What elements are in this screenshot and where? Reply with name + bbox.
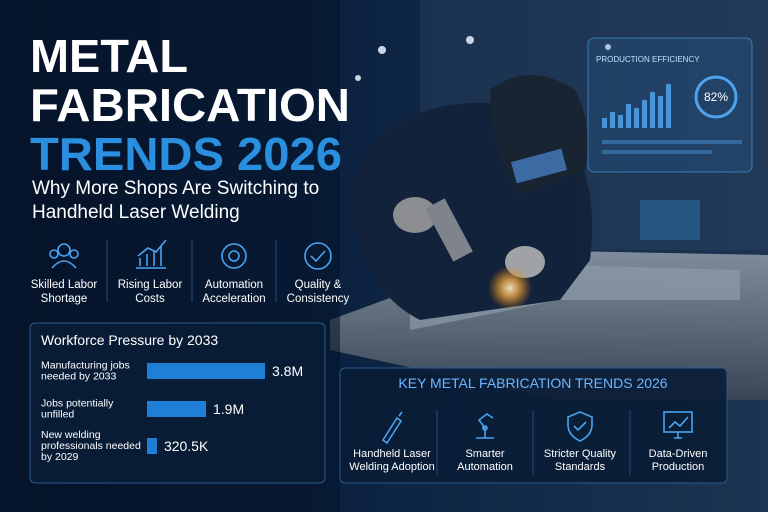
- title-line: METAL: [30, 30, 188, 82]
- category-label: Jobs potentially: [41, 398, 114, 410]
- trend-label: Stricter Quality: [544, 448, 617, 460]
- driver-label: Rising Labor: [118, 279, 183, 291]
- category-label: by 2029: [41, 451, 79, 463]
- trend-label: Automation: [457, 461, 513, 473]
- category-label: needed by 2033: [41, 371, 116, 383]
- title-line: FABRICATION: [30, 79, 350, 131]
- trend-label: Data-Driven: [649, 448, 708, 460]
- driver-label: Shortage: [41, 293, 88, 305]
- chart-title: Workforce Pressure by 2033: [41, 332, 218, 348]
- category-label: professionals needed: [41, 440, 141, 452]
- bar: [147, 363, 265, 379]
- hud-title: PRODUCTION EFFICIENCY: [596, 55, 700, 64]
- trend-label: Production: [652, 461, 705, 473]
- value-label: 320.5K: [164, 438, 209, 454]
- driver-label: Costs: [135, 293, 165, 305]
- trend-label: Welding Adoption: [349, 461, 434, 473]
- value-label: 1.9M: [213, 401, 244, 417]
- driver-label: Skilled Labor: [31, 279, 98, 291]
- factory-scene: [330, 0, 768, 400]
- title-line: TRENDS 2026: [30, 128, 342, 180]
- bar: [147, 438, 157, 454]
- driver-icons: [49, 239, 332, 302]
- trends-title: KEY METAL FABRICATION TRENDS 2026: [398, 375, 667, 391]
- driver-label: Consistency: [287, 293, 350, 305]
- trend-icons: [381, 410, 693, 475]
- subtitle-line: Why More Shops Are Switching to: [32, 178, 319, 199]
- subtitle-line: Handheld Laser Welding: [32, 202, 240, 223]
- category-label: unfilled: [41, 409, 74, 421]
- bar: [147, 401, 206, 417]
- driver-label: Quality &: [295, 279, 342, 291]
- trend-label: Standards: [555, 461, 606, 473]
- driver-label: Acceleration: [202, 293, 265, 305]
- hud-panel: PRODUCTION EFFICIENCY 82%: [587, 37, 753, 173]
- trend-label: Handheld Laser: [353, 448, 431, 460]
- trend-label: Smarter: [465, 448, 504, 460]
- category-label: Manufacturing jobs: [41, 360, 130, 372]
- value-label: 3.8M: [272, 363, 303, 379]
- hud-value: 82%: [704, 90, 728, 104]
- driver-label: Automation: [205, 279, 263, 291]
- category-label: New welding: [41, 429, 101, 441]
